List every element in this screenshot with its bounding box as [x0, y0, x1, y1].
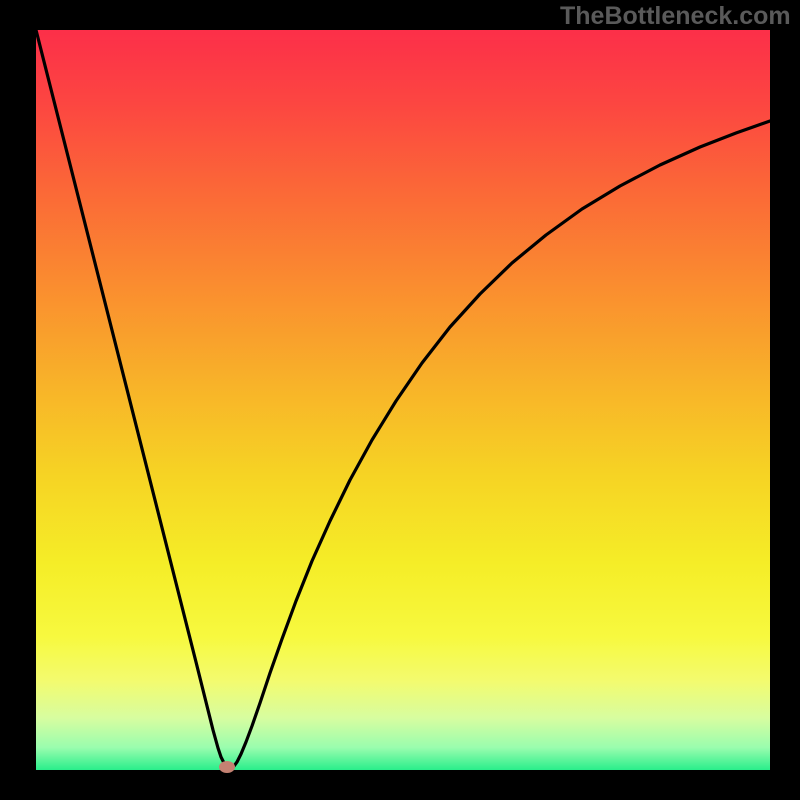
plot-area	[0, 0, 800, 800]
optimal-point-marker	[219, 761, 235, 773]
chart-container: TheBottleneck.com	[0, 0, 800, 800]
gradient-background	[36, 30, 770, 770]
watermark-text: TheBottleneck.com	[560, 2, 791, 31]
